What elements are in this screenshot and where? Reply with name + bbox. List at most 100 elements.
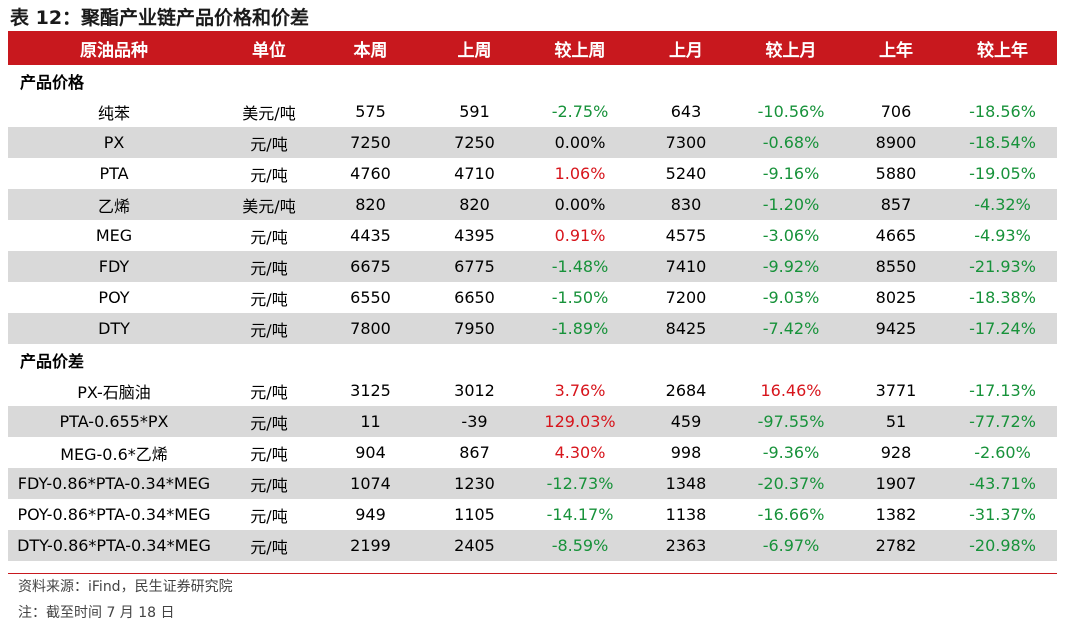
product-name-cell: POY — [98, 288, 130, 307]
this-week-cell: 949 — [355, 505, 386, 524]
unit-cell: 元/吨 — [220, 251, 318, 282]
change-month-cell: -9.16% — [762, 164, 820, 183]
change-year-cell: -18.38% — [969, 288, 1036, 307]
change-week-cell: -12.73% — [526, 468, 634, 499]
last-week-cell: 6650 — [454, 288, 495, 307]
unit-cell: 元/吨 — [220, 313, 318, 344]
last-year-cell: 8550 — [844, 251, 948, 282]
product-name-cell: PX-石脑油 — [77, 382, 151, 402]
last-week-cell: -39 — [423, 406, 526, 437]
product-name-cell: FDY — [8, 251, 220, 282]
table-row: FDY 元/吨 6675 6775 -1.48% 7410 -9.92% 8550 -21.93… — [8, 251, 1057, 282]
change-year-cell: -21.93% — [948, 251, 1057, 282]
change-month-cell: -10.56% — [757, 102, 825, 121]
table-row: PX-石脑油 元/吨 3125 3012 3.76% 2684 16.46% 3771 -17.… — [8, 375, 1057, 406]
this-week-cell: 11 — [318, 406, 423, 437]
table-title: 表 12：聚酯产业链产品价格和价差 — [10, 7, 310, 29]
date-note: 注：截至时间 7 月 18 日 — [18, 605, 175, 621]
product-name-cell: PX — [8, 127, 220, 158]
last-month-cell: 643 — [670, 102, 702, 121]
last-week-cell: 6775 — [423, 251, 526, 282]
section-row: 产品价差 — [8, 344, 1057, 375]
change-month-cell: -3.06% — [762, 226, 820, 245]
table-row: FDY-0.86*PTA-0.34*MEG 元/吨 1074 1230 -12.73% 1… — [8, 468, 1057, 499]
last-month-cell: 998 — [670, 443, 702, 462]
last-month-cell: 7410 — [634, 251, 738, 282]
table-row: POY 元/吨 6550 6650 -1.50% 7200 -9.03% 8025 -18.38… — [8, 282, 1057, 313]
change-year-cell: -19.05% — [969, 164, 1036, 183]
this-week-cell: 820 — [318, 189, 423, 220]
last-year-cell: 1907 — [844, 468, 948, 499]
unit-cell: 元/吨 — [250, 506, 288, 526]
change-week-cell: 4.30% — [554, 443, 606, 462]
change-month-cell: -1.20% — [738, 189, 844, 220]
table-row: MEG-0.6*乙烯 元/吨 904 867 4.30% 998 -9.36% 928 -2.6… — [8, 437, 1057, 468]
table-row: PX 元/吨 7250 7250 0.00% 7300 -0.68% 8900 -18.54% — [8, 127, 1057, 158]
last-year-cell: 8900 — [844, 127, 948, 158]
unit-cell: 元/吨 — [250, 444, 288, 464]
section-label: 产品价格 — [20, 72, 85, 92]
change-year-cell: -17.13% — [969, 381, 1036, 400]
header-last-month: 上月 — [634, 31, 738, 65]
section-label: 产品价差 — [20, 351, 85, 371]
last-year-cell: 5880 — [875, 164, 917, 183]
change-month-cell: 16.46% — [760, 381, 822, 400]
change-week-cell: -1.48% — [526, 251, 634, 282]
unit-cell: 美元/吨 — [242, 103, 296, 123]
this-week-cell: 6550 — [350, 288, 391, 307]
last-year-cell: 3771 — [875, 381, 917, 400]
last-week-cell: 7250 — [423, 127, 526, 158]
change-year-cell: -4.93% — [974, 226, 1031, 245]
header-vs-last-week: 较上周 — [526, 31, 634, 65]
table-row: POY-0.86*PTA-0.34*MEG 元/吨 949 1105 -14.17% 11… — [8, 499, 1057, 530]
last-week-cell: 1105 — [454, 505, 495, 524]
header-unit: 单位 — [220, 31, 318, 65]
unit-cell: 元/吨 — [220, 127, 318, 158]
last-year-cell: 1382 — [875, 505, 917, 524]
change-year-cell: -20.98% — [948, 530, 1057, 561]
product-name-cell: POY-0.86*PTA-0.34*MEG — [17, 505, 211, 524]
header-vs-last-month: 较上月 — [738, 31, 844, 65]
last-week-cell: 3012 — [454, 381, 495, 400]
last-month-cell: 1138 — [665, 505, 707, 524]
unit-cell: 元/吨 — [250, 227, 288, 247]
last-week-cell: 591 — [459, 102, 490, 121]
change-week-cell: 0.00% — [526, 189, 634, 220]
section-row: 产品价格 — [8, 65, 1057, 96]
last-month-cell: 1348 — [634, 468, 738, 499]
change-year-cell: -31.37% — [969, 505, 1036, 524]
change-year-cell: -77.72% — [948, 406, 1057, 437]
table-row: 乙烯 美元/吨 820 820 0.00% 830 -1.20% 857 -4.32% — [8, 189, 1057, 220]
change-month-cell: -20.37% — [738, 468, 844, 499]
product-name-cell: MEG-0.6*乙烯 — [60, 444, 168, 464]
change-week-cell: 129.03% — [526, 406, 634, 437]
change-week-cell: 0.00% — [526, 127, 634, 158]
change-year-cell: -4.32% — [948, 189, 1057, 220]
change-week-cell: 1.06% — [554, 164, 606, 183]
last-week-cell: 1230 — [423, 468, 526, 499]
change-week-cell: -8.59% — [526, 530, 634, 561]
change-month-cell: -9.92% — [738, 251, 844, 282]
unit-cell: 元/吨 — [250, 165, 288, 185]
this-week-cell: 904 — [355, 443, 386, 462]
unit-cell: 元/吨 — [220, 530, 318, 561]
change-week-cell: -14.17% — [546, 505, 614, 524]
unit-cell: 元/吨 — [250, 289, 288, 309]
last-week-cell: 867 — [459, 443, 490, 462]
table-row: 纯苯 美元/吨 575 591 -2.75% 643 -10.56% 706 -18.56% — [8, 96, 1057, 127]
last-week-cell: 2405 — [423, 530, 526, 561]
this-week-cell: 3125 — [350, 381, 391, 400]
header-this-week: 本周 — [318, 31, 423, 65]
header-vs-last-year: 较上年 — [948, 31, 1057, 65]
last-week-cell: 4395 — [454, 226, 495, 245]
last-week-cell: 820 — [423, 189, 526, 220]
last-year-cell: 51 — [844, 406, 948, 437]
table-row: MEG 元/吨 4435 4395 0.91% 4575 -3.06% 4665 -4.93% — [8, 220, 1057, 251]
footer-divider — [8, 573, 1057, 574]
last-month-cell: 4575 — [665, 226, 707, 245]
product-name-cell: PTA — [99, 164, 129, 183]
change-month-cell: -0.68% — [738, 127, 844, 158]
header-last-week: 上周 — [423, 31, 526, 65]
last-month-cell: 7200 — [665, 288, 707, 307]
last-month-cell: 8425 — [634, 313, 738, 344]
